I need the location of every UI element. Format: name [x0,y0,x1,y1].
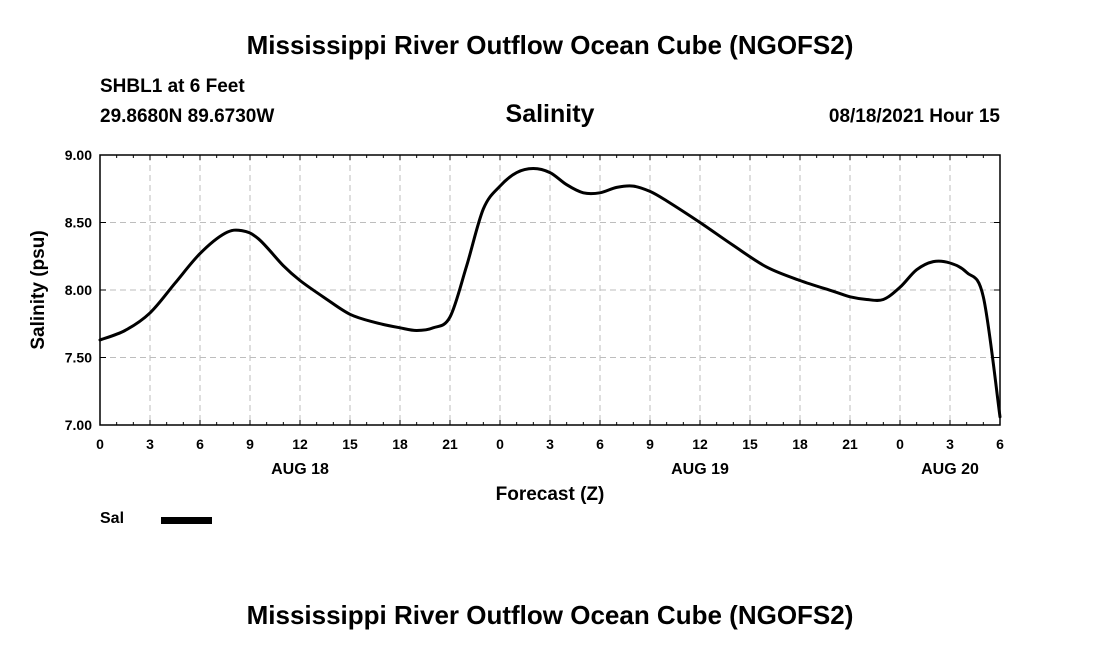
date-label: AUG 20 [921,461,979,478]
date-labels: AUG 18 AUG 19 AUG 20 [271,461,979,478]
forecast-timestamp: 08/18/2021 Hour 15 [828,106,1000,127]
y-tick-label: 8.50 [65,215,92,231]
x-tick-label: 18 [792,436,808,452]
x-tick-labels: 0 3 6 9 12 15 18 21 0 3 6 9 12 15 18 21 0 3 6 [96,436,1004,452]
x-tick-label: 0 [96,436,104,452]
x-tick-label: 9 [646,436,654,452]
x-tick-label: 21 [842,436,858,452]
x-tick-label: 9 [246,436,254,452]
y-tick-label: 7.00 [65,417,92,433]
x-tick-label: 0 [496,436,504,452]
parameter-title: Salinity [505,100,595,128]
y-tick-label: 8.00 [65,282,92,298]
x-tick-label: 12 [292,436,308,452]
x-tick-label: 3 [146,436,154,452]
y-axis-label: Salinity (psu) [28,230,49,349]
grid-lines [100,155,1000,425]
x-tick-label: 15 [742,436,758,452]
x-tick-label: 3 [546,436,554,452]
x-tick-label: 0 [896,436,904,452]
x-tick-label: 15 [342,436,358,452]
series-line-sal [98,167,1002,419]
chart-title: Mississippi River Outflow Ocean Cube (NG… [246,30,854,60]
x-tick-label: 18 [392,436,408,452]
x-tick-label: 6 [196,436,204,452]
x-tick-label: 12 [692,436,708,452]
y-tick-label: 7.50 [65,350,92,366]
axis-ticks [99,154,1001,426]
x-tick-label: 3 [946,436,954,452]
y-tick-labels: 7.00 7.50 8.00 8.50 9.00 [65,147,92,433]
x-tick-label: 21 [442,436,458,452]
station-coordinates: 29.8680N 89.6730W [100,106,275,127]
date-label: AUG 19 [671,461,729,478]
x-axis-label: Forecast (Z) [496,484,605,505]
x-tick-label: 6 [596,436,604,452]
date-label: AUG 18 [271,461,329,478]
legend-swatch [161,517,212,524]
legend-label: Sal [100,510,125,527]
x-tick-label: 6 [996,436,1004,452]
footer-title: Mississippi River Outflow Ocean Cube (NG… [246,600,854,630]
y-tick-label: 9.00 [65,147,92,163]
data-series [98,167,1002,419]
station-label: SHBL1 at 6 Feet [100,76,245,97]
